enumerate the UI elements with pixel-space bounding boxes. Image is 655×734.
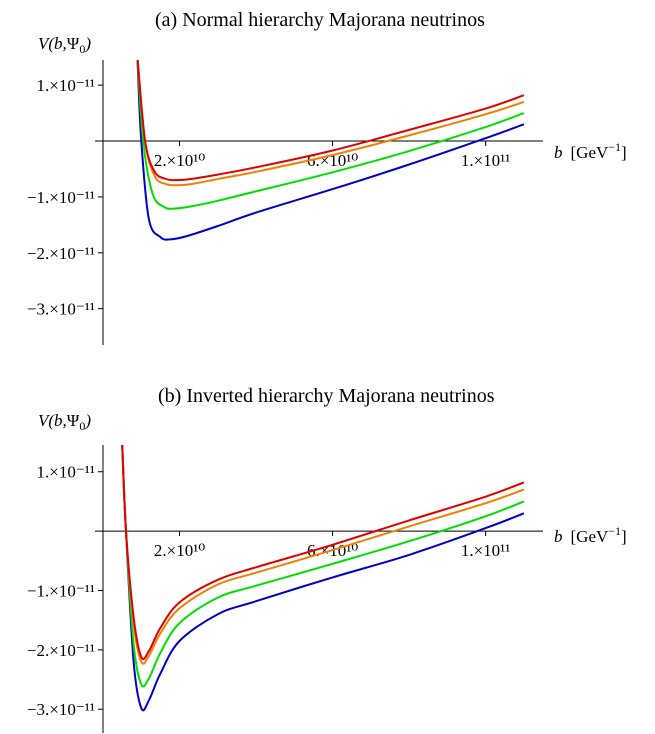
panel-b-y-axis-label-sub: 0 [79, 419, 85, 433]
panel-a-y-tick-label: −2.×10⁻¹¹ [27, 244, 95, 263]
panel-a-x-axis-label: b [GeV−1] [554, 140, 627, 162]
panel-a-x-tick-label: 6.×10¹⁰ [307, 151, 358, 170]
panel-b-y-tick-label: 1.×10⁻¹¹ [36, 463, 95, 482]
panel-a-y-axis-label-psi: Ψ [67, 34, 80, 53]
panel-a-x-tick-label: 2.×10¹⁰ [154, 151, 205, 170]
panel-b-series-line-0 [121, 445, 525, 712]
panel-b-series-line-3 [121, 445, 525, 661]
panel-b-y-tick-label: −3.×10⁻¹¹ [27, 700, 95, 719]
panel-b-x-tick-label: 2.×10¹⁰ [154, 541, 205, 560]
panel-b-series-line-1 [121, 445, 525, 688]
panel-a-series-line-3 [136, 60, 525, 182]
panel-b: (b) Inverted hierarchy Majorana neutrino… [27, 385, 627, 733]
panel-a-y-axis-label-close: ) [84, 34, 91, 53]
panel-b-y-axis-label-psi: Ψ [67, 411, 80, 430]
panel-b-x-axis-label-close: ] [621, 527, 627, 546]
panel-a-x-tick-label: 1.×10¹¹ [461, 151, 511, 170]
panel-a-y-tick-label: −1.×10⁻¹¹ [27, 188, 95, 207]
panel-a: (a) Normal hierarchy Majorana neutrinos … [27, 9, 627, 345]
panel-b-x-axis-label-unit: [GeV [571, 527, 609, 546]
panel-b-y-tick-label: −2.×10⁻¹¹ [27, 641, 95, 660]
panel-a-series-line-2 [136, 60, 525, 187]
panel-b-title: (b) Inverted hierarchy Majorana neutrino… [158, 385, 495, 407]
panel-a-series-line-0 [136, 60, 525, 241]
panel-a-y-tick-label: −3.×10⁻¹¹ [27, 300, 95, 319]
panel-b-y-axis-label: V(b,Ψ0) [38, 411, 91, 433]
panel-b-y-tick-label: −1.×10⁻¹¹ [27, 581, 95, 600]
panel-a-y-axis-label-sub: 0 [79, 42, 85, 56]
panel-a-title: (a) Normal hierarchy Majorana neutrinos [155, 9, 485, 31]
panel-a-x-axis-label-exp: −1 [608, 140, 621, 154]
panel-a-y-axis-label-b: b [54, 34, 63, 53]
panel-b-y-axis-label-b: b [54, 411, 63, 430]
panel-a-plot: 2.×10¹⁰ 6.×10¹⁰ 1.×10¹¹ 1.×10⁻¹¹ −1.×10⁻¹¹ −2… [27, 60, 543, 345]
panel-b-plot: 2.×10¹⁰ 6.×10¹⁰ 1.×10¹¹1.×10⁻¹¹−1.×10⁻¹¹−2… [27, 445, 543, 733]
panel-a-x-axis-label-b: b [554, 143, 563, 162]
panel-a-x-axis-label-close: ] [621, 143, 627, 162]
panel-a-x-axis-label-unit: [GeV [571, 143, 609, 162]
panel-b-x-axis-label-b: b [554, 527, 563, 546]
panel-a-y-axis-label: V(b,Ψ0) [38, 34, 91, 56]
panel-a-series-line-1 [136, 60, 525, 210]
panel-b-x-axis-label: b [GeV−1] [554, 524, 627, 546]
panel-b-x-tick-label: 1.×10¹¹ [461, 541, 511, 560]
panel-b-y-axis-label-close: ) [84, 411, 91, 430]
panel-a-y-tick-label: 1.×10⁻¹¹ [36, 76, 95, 95]
panel-b-x-axis-label-exp: −1 [608, 524, 621, 538]
